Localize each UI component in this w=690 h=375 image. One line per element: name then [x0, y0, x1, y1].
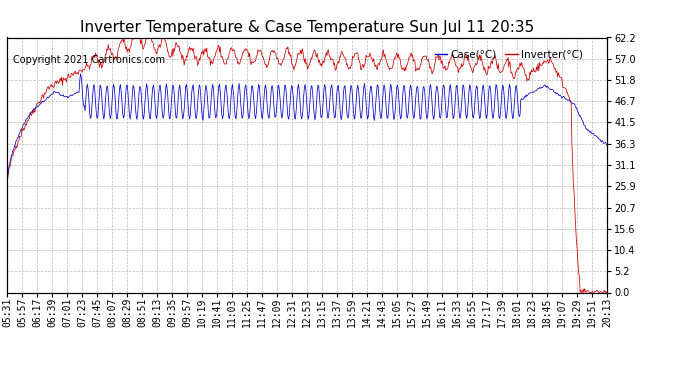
Title: Inverter Temperature & Case Temperature Sun Jul 11 20:35: Inverter Temperature & Case Temperature …: [80, 20, 534, 35]
Legend: Case(°C), Inverter(°C): Case(°C), Inverter(°C): [431, 45, 587, 64]
Text: Copyright 2021 Cartronics.com: Copyright 2021 Cartronics.com: [13, 56, 165, 65]
